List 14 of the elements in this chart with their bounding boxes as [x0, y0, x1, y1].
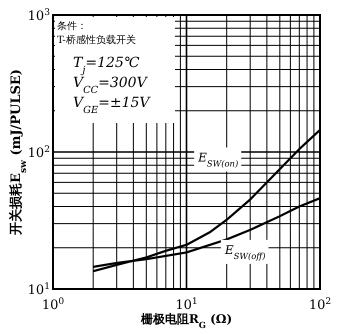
x-axis-title: 栅极电阻R$_{G}$ (Ω) — [140, 312, 232, 330]
y-tick-label: 10$^{2}$ — [28, 145, 50, 161]
x-tick-label: 10$^{0}$ — [42, 297, 64, 313]
y-tick-label: 10$^{3}$ — [28, 8, 50, 24]
x-tick-label: 10$^{2}$ — [308, 297, 332, 313]
annotation: 条件： — [57, 20, 87, 32]
x-tick-label: 10$^{1}$ — [175, 297, 198, 313]
annotation: V$_{CC}$=300V — [73, 75, 149, 96]
text: E$_{SW(on)}$ — [197, 150, 238, 169]
annotation: V$_{GE}$=±15V — [73, 95, 152, 116]
y-tick-label: 10$^{1}$ — [28, 282, 50, 298]
annotation: T-桥感性负载开关 — [57, 34, 136, 46]
series-label: E$_{SW(off)}$ — [224, 242, 266, 261]
annotation: T$_{j}$=125℃ — [73, 55, 140, 76]
